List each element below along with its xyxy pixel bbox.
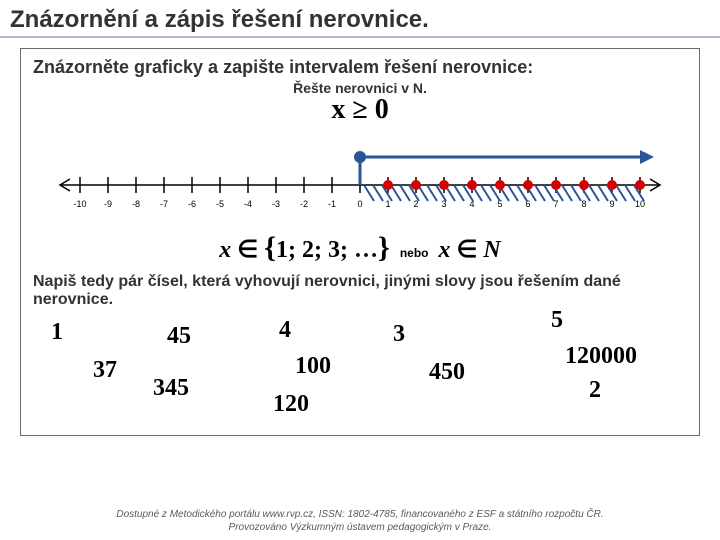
ineq-rhs: 0 <box>375 94 389 125</box>
set-lbrace: { <box>264 231 276 264</box>
example-number: 2 <box>589 377 601 404</box>
numberline-container: -10-9-8-7-6-5-4-3-2-1012345678910 <box>33 130 687 225</box>
example-number: 120 <box>273 391 309 418</box>
svg-text:-4: -4 <box>244 199 252 209</box>
example-number: 450 <box>429 359 465 386</box>
footer-line1: Dostupné z Metodického portálu www.rvp.c… <box>0 508 720 521</box>
example-number: 345 <box>153 375 189 402</box>
set-notation: x ∈ {1; 2; 3; …} nebo x ∈ N <box>33 231 687 265</box>
set-nebo: nebo <box>400 246 429 260</box>
svg-text:-8: -8 <box>132 199 140 209</box>
svg-text:1: 1 <box>385 199 390 209</box>
example-number: 37 <box>93 357 117 384</box>
svg-text:-5: -5 <box>216 199 224 209</box>
example-number: 100 <box>295 353 331 380</box>
numberline-svg: -10-9-8-7-6-5-4-3-2-1012345678910 <box>50 130 670 220</box>
subtitle: Znázorněte graficky a zapište intervalem… <box>33 57 687 78</box>
example-number: 120000 <box>565 343 637 370</box>
svg-text:0: 0 <box>357 199 362 209</box>
prompt: Napiš tedy pár čísel, která vyhovují ner… <box>33 273 687 309</box>
svg-text:-9: -9 <box>104 199 112 209</box>
svg-text:-1: -1 <box>328 199 336 209</box>
set-N: N <box>483 237 500 263</box>
page: Znázornění a zápis řešení nerovnice. Zná… <box>0 0 720 540</box>
svg-text:-2: -2 <box>300 199 308 209</box>
example-number: 45 <box>167 323 191 350</box>
example-number: 1 <box>51 319 63 346</box>
set-elem: ∈ <box>237 237 258 263</box>
set-rbrace: } <box>378 231 390 264</box>
footer-line2: Provozováno Výzkumným ústavem pedagogick… <box>0 521 720 534</box>
svg-text:-3: -3 <box>272 199 280 209</box>
svg-text:-7: -7 <box>160 199 168 209</box>
set-elem2: ∈ <box>456 237 477 263</box>
ineq-op: ≥ <box>352 94 367 125</box>
page-title: Znázornění a zápis řešení nerovnice. <box>0 0 720 38</box>
svg-text:-10: -10 <box>73 199 86 209</box>
svg-text:9: 9 <box>609 199 614 209</box>
example-number: 4 <box>279 317 291 344</box>
example-number: 3 <box>393 321 405 348</box>
svg-text:-6: -6 <box>188 199 196 209</box>
example-number: 5 <box>551 307 563 334</box>
inequality: x ≥ 0 <box>33 94 687 126</box>
content-box: Znázorněte graficky a zapište intervalem… <box>20 48 700 436</box>
numbers-area: 145435373451001204501200002 <box>33 313 687 429</box>
set-items: 1; 2; 3; … <box>276 237 378 263</box>
set-x: x <box>219 237 231 263</box>
ineq-lhs: x <box>331 94 345 125</box>
set-x2: x <box>438 237 450 263</box>
footer: Dostupné z Metodického portálu www.rvp.c… <box>0 508 720 534</box>
svg-text:8: 8 <box>581 199 586 209</box>
